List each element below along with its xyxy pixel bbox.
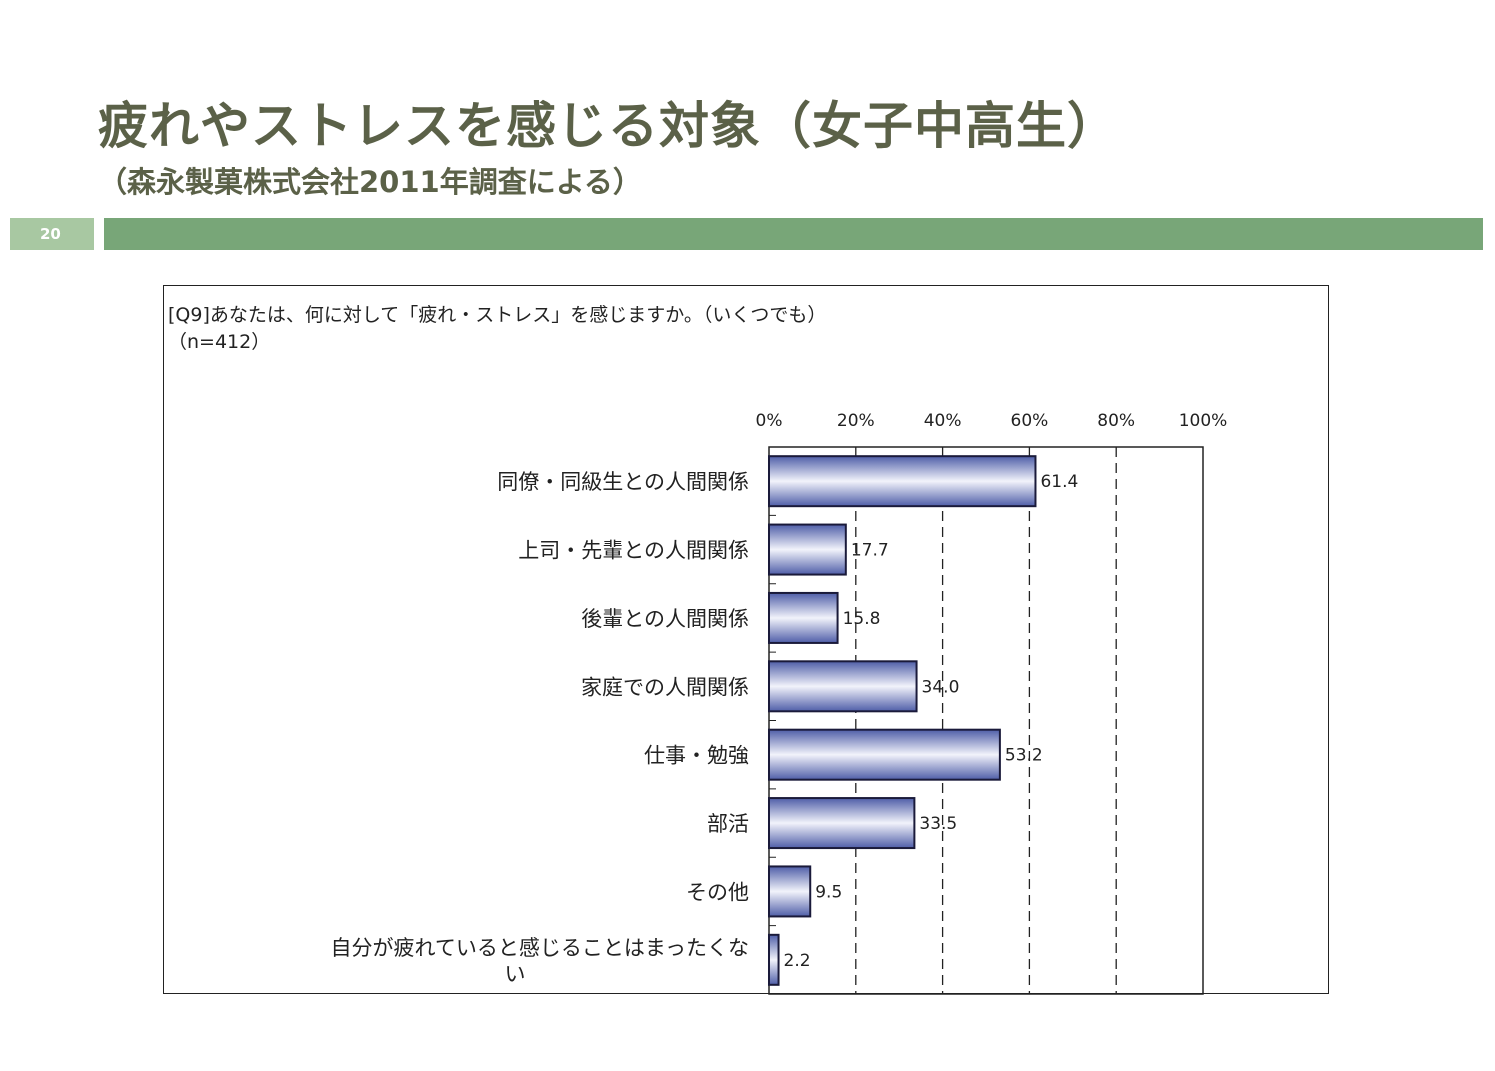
value-label: 17.7 bbox=[851, 541, 889, 561]
value-label: 33.5 bbox=[919, 814, 957, 834]
category-label: 同僚・同級生との人間関係 bbox=[497, 470, 749, 494]
x-tick-label: 100% bbox=[1179, 411, 1228, 431]
x-tick-label: 60% bbox=[1011, 411, 1049, 431]
category-label-continuation: い bbox=[505, 962, 526, 986]
page-subtitle: （森永製菓株式会社2011年調査による） bbox=[98, 165, 642, 199]
bar bbox=[768, 933, 780, 986]
bar bbox=[768, 728, 1001, 781]
category-label: 上司・先輩との人間関係 bbox=[518, 539, 749, 563]
x-tick-label: 0% bbox=[756, 411, 783, 431]
category-label: その他 bbox=[686, 880, 749, 904]
chart-frame bbox=[163, 285, 1329, 994]
value-label: 61.4 bbox=[1040, 472, 1078, 492]
category-label: 家庭での人間関係 bbox=[581, 675, 749, 699]
bar bbox=[768, 797, 916, 850]
x-tick-label: 40% bbox=[924, 411, 962, 431]
chart-subtitle: （n=412） bbox=[168, 331, 271, 353]
header-band bbox=[104, 218, 1483, 250]
page-number: 20 bbox=[10, 218, 94, 250]
bar bbox=[768, 523, 847, 576]
page-title: 疲れやストレスを感じる対象（女子中高生） bbox=[98, 97, 1118, 155]
category-label: 仕事・勉強 bbox=[644, 744, 749, 768]
category-label: 自分が疲れていると感じることはまったくな bbox=[330, 936, 749, 960]
chart-title: [Q9]あなたは、何に対して「疲れ・ストレス」を感じますか。（いくつでも） bbox=[168, 304, 827, 326]
bar bbox=[768, 865, 812, 918]
value-label: 15.8 bbox=[843, 609, 881, 629]
category-label: 後輩との人間関係 bbox=[581, 607, 749, 631]
bar bbox=[768, 660, 918, 713]
category-label: 部活 bbox=[707, 812, 749, 836]
value-label: 9.5 bbox=[815, 882, 842, 902]
x-tick-label: 80% bbox=[1097, 411, 1135, 431]
bar bbox=[768, 455, 1037, 508]
value-label: 2.2 bbox=[784, 951, 811, 971]
x-tick-label: 20% bbox=[837, 411, 875, 431]
value-label: 53.2 bbox=[1005, 746, 1043, 766]
value-label: 34.0 bbox=[922, 677, 960, 697]
bar bbox=[768, 591, 839, 644]
